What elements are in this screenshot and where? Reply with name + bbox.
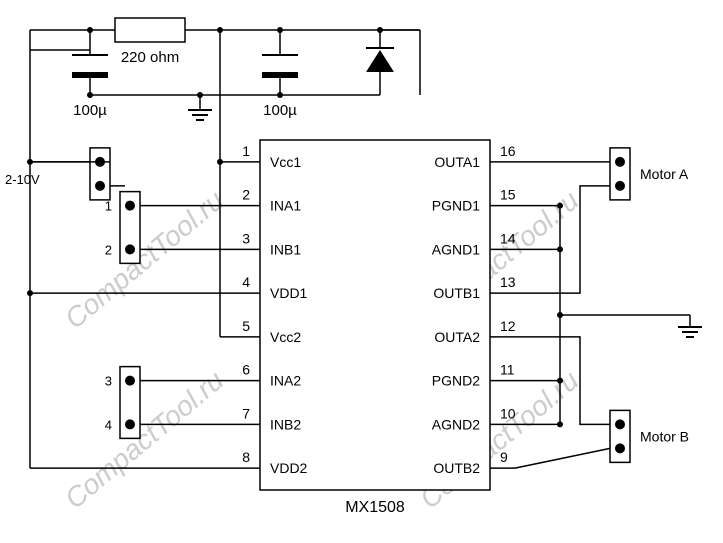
watermark: CompactTool.ru	[59, 184, 230, 334]
voltage-label: 2-10V	[5, 172, 40, 187]
pin-num-13: 13	[500, 274, 516, 290]
pin-label-OUTB2: OUTB2	[433, 460, 480, 476]
pin-label-INB1: INB1	[270, 241, 301, 257]
hdr-in1-pin2: 2	[105, 242, 112, 257]
pin-label-INA2: INA2	[270, 373, 301, 389]
pin-label-OUTA1: OUTA1	[434, 154, 480, 170]
pin-num-1: 1	[242, 143, 250, 159]
resistor-label: 220 ohm	[121, 49, 179, 66]
hdr-in1-pin1: 1	[105, 199, 112, 214]
motorB-label: Motor B	[640, 428, 689, 444]
motorA-label: Motor A	[640, 166, 689, 182]
cap2-label: 100µ	[263, 102, 297, 119]
pin-label-VDD1: VDD1	[270, 285, 308, 301]
pin-num-16: 16	[500, 143, 516, 159]
pin-num-3: 3	[242, 230, 250, 246]
pin-num-10: 10	[500, 405, 516, 421]
cap1-label: 100µ	[73, 102, 107, 119]
pin-num-14: 14	[500, 230, 516, 246]
pin-label-PGND2: PGND2	[432, 373, 480, 389]
pin-label-AGND2: AGND2	[432, 416, 480, 432]
pin-label-PGND1: PGND1	[432, 198, 480, 214]
pin-num-5: 5	[242, 318, 250, 334]
pin-num-2: 2	[242, 187, 250, 203]
pin-label-Vcc2: Vcc2	[270, 329, 301, 345]
pin-num-15: 15	[500, 187, 516, 203]
pin-label-AGND1: AGND1	[432, 241, 480, 257]
pin-num-7: 7	[242, 405, 250, 421]
chip-name: MX1508	[345, 499, 405, 516]
hdr-in2-pin2: 4	[105, 417, 112, 432]
pin-label-INA1: INA1	[270, 198, 301, 214]
pin-label-OUTB1: OUTB1	[433, 285, 480, 301]
pin-num-6: 6	[242, 362, 250, 378]
pin-label-VDD2: VDD2	[270, 460, 308, 476]
pin-num-11: 11	[500, 362, 515, 378]
pin-num-4: 4	[242, 274, 250, 290]
pin-label-INB2: INB2	[270, 416, 301, 432]
pin-num-9: 9	[500, 449, 508, 465]
pin-label-OUTA2: OUTA2	[434, 329, 480, 345]
pin-num-8: 8	[242, 449, 250, 465]
pin-label-Vcc1: Vcc1	[270, 154, 301, 170]
hdr-in2-pin1: 3	[105, 374, 112, 389]
pin-num-12: 12	[500, 318, 516, 334]
watermark: CompactTool.ru	[59, 364, 230, 514]
